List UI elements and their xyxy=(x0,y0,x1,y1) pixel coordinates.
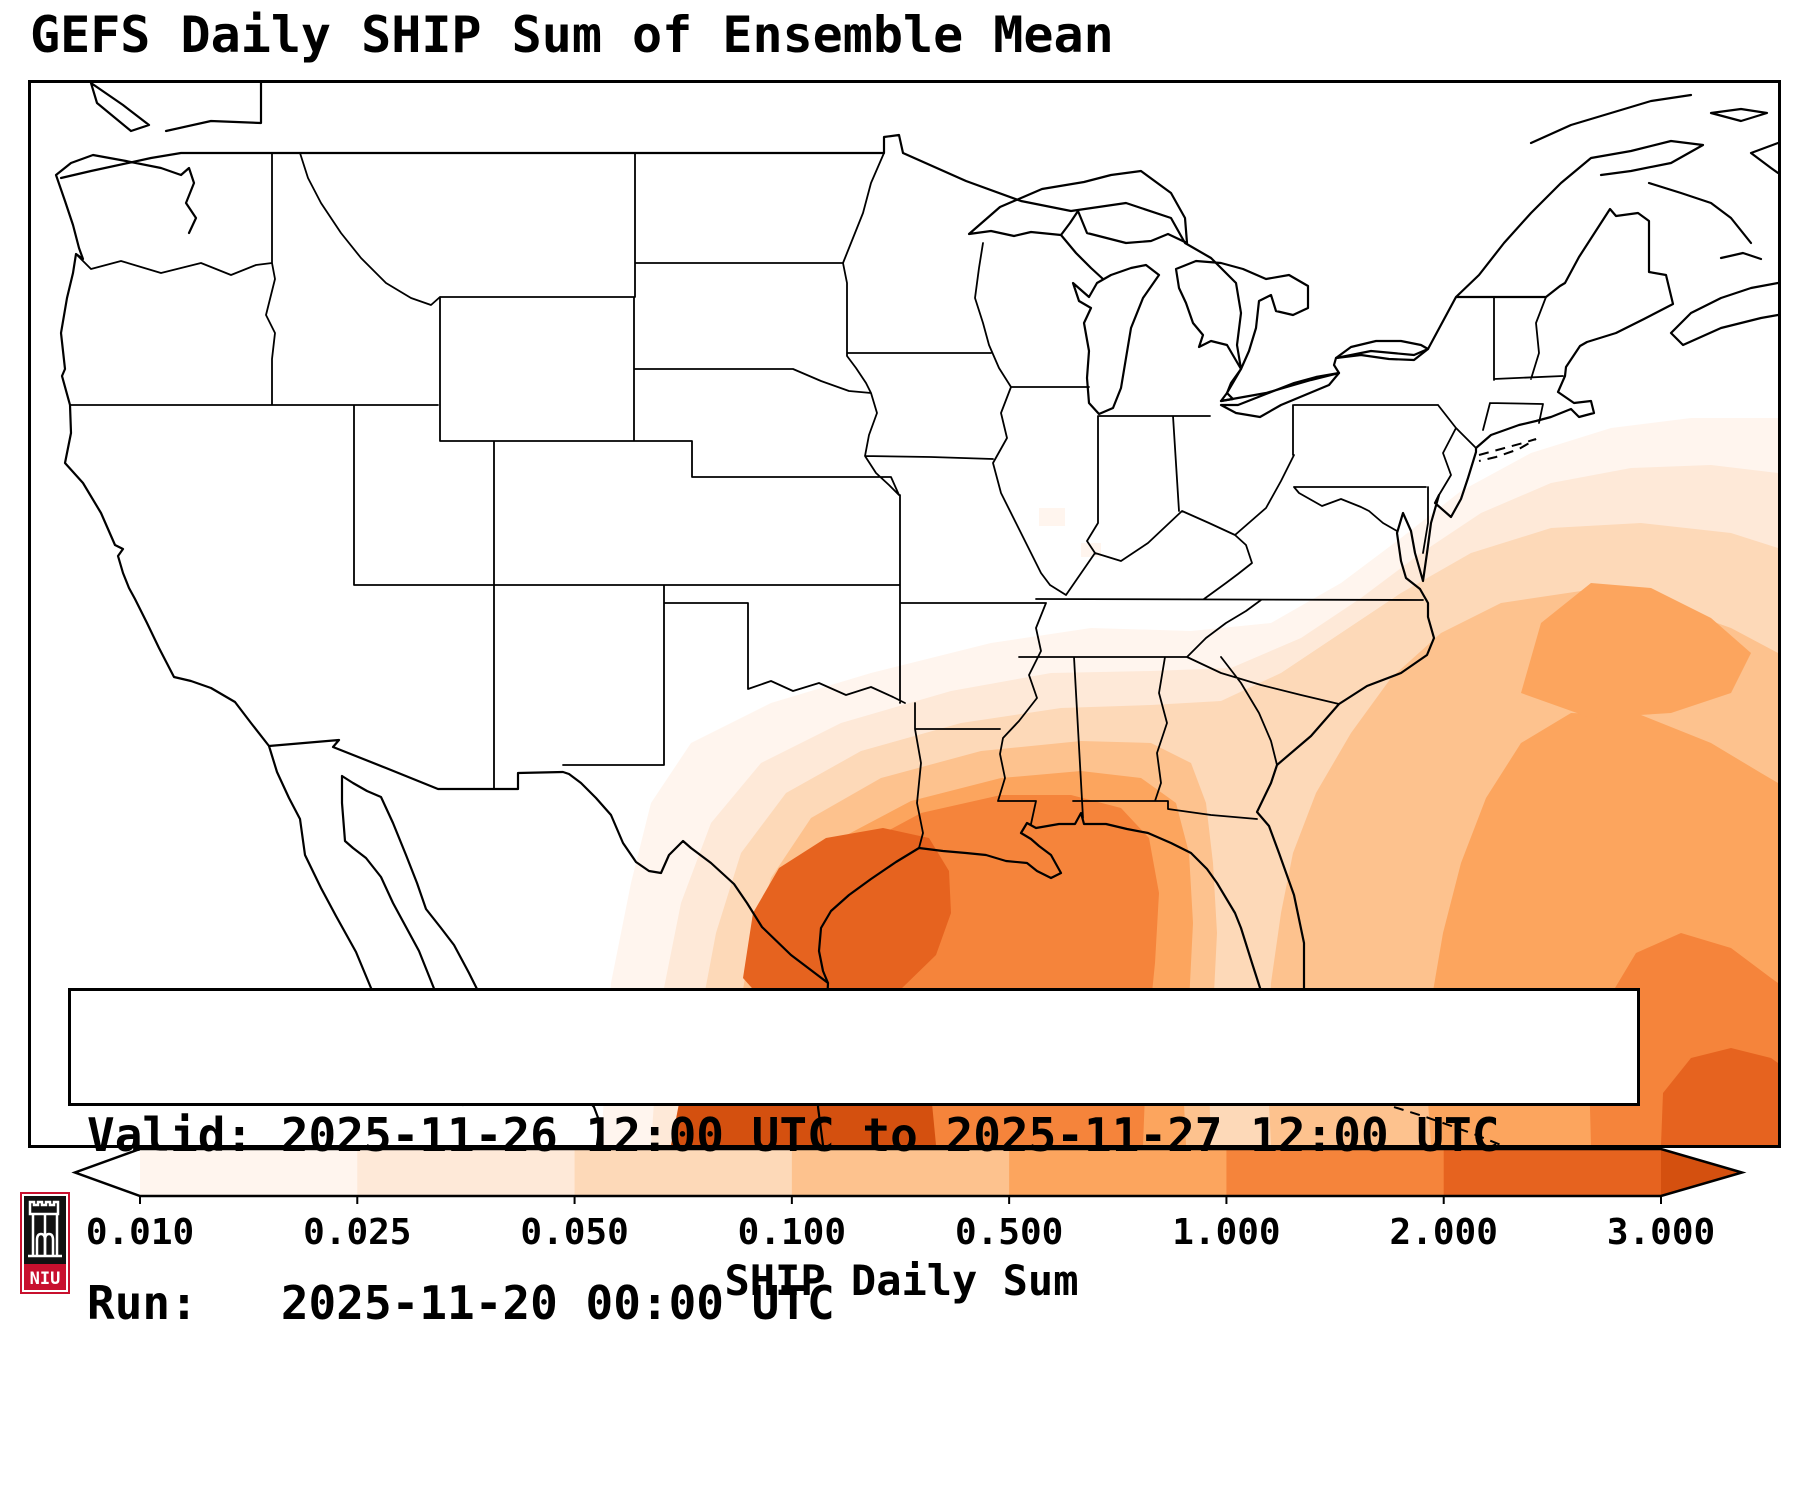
colorbar-tick-label: 0.100 xyxy=(738,1212,846,1253)
colorbar-svg: 0.010 0.025 0.050 0.100 0.500 1.000 2.000 3.000 xyxy=(71,1147,1747,1253)
colorbar-over-arrow xyxy=(1661,1149,1742,1196)
heat-band-0p5-atlantic-ne xyxy=(1521,583,1751,718)
colorbar-tick-label: 0.025 xyxy=(303,1212,411,1253)
niu-shield-icon: NIU xyxy=(20,1192,70,1294)
colorbar-segment xyxy=(574,1149,793,1196)
castle-icon xyxy=(28,1200,62,1258)
great-lakes xyxy=(967,169,1430,419)
heat-core-2-corner xyxy=(1661,1048,1778,1145)
colorbar-tick-label: 2.000 xyxy=(1390,1212,1498,1253)
colorbar-segment xyxy=(1443,1149,1662,1196)
validity-info-box: Valid: 2025-11-26 12:00 UTC to 2025-11-2… xyxy=(68,988,1640,1330)
state-borders xyxy=(69,152,1564,849)
colorbar-segment xyxy=(1226,1149,1445,1196)
colorbar-axis-label: SHIP Daily Sum xyxy=(724,1256,1079,1305)
colorbar-tick-label: 0.050 xyxy=(520,1212,628,1253)
colorbar-tick-label: 3.000 xyxy=(1607,1212,1715,1253)
niu-logo: NIU xyxy=(20,1192,70,1294)
colorbar-tick-label: 0.500 xyxy=(955,1212,1063,1253)
page-title: GEFS Daily SHIP Sum of Ensemble Mean xyxy=(30,6,1114,64)
valid-time-text: Valid: 2025-11-26 12:00 UTC to 2025-11-2… xyxy=(87,1108,1500,1162)
colorbar-segment xyxy=(140,1149,358,1196)
colorbar: 0.010 0.025 0.050 0.100 0.500 1.000 2.000 3.000 xyxy=(28,1146,1775,1258)
colorbar-tick-label: 0.010 xyxy=(86,1212,194,1253)
conus-map xyxy=(54,83,1778,1145)
colorbar-segment xyxy=(791,1149,1010,1196)
colorbar-segment xyxy=(1009,1149,1228,1196)
logo-band xyxy=(24,1264,66,1290)
colorbar-tick-label: 1.000 xyxy=(1172,1212,1280,1253)
heat-speck-midwest-2 xyxy=(1081,543,1101,557)
colorbar-under-arrow xyxy=(75,1149,140,1196)
heat-core-2-texas xyxy=(743,828,951,1021)
heat-speck-midwest xyxy=(1039,508,1065,526)
logo-text: NIU xyxy=(30,1269,61,1289)
colorbar-segment xyxy=(357,1149,576,1196)
run-time-text: Run: 2025-11-20 00:00 UTC xyxy=(87,1276,835,1330)
